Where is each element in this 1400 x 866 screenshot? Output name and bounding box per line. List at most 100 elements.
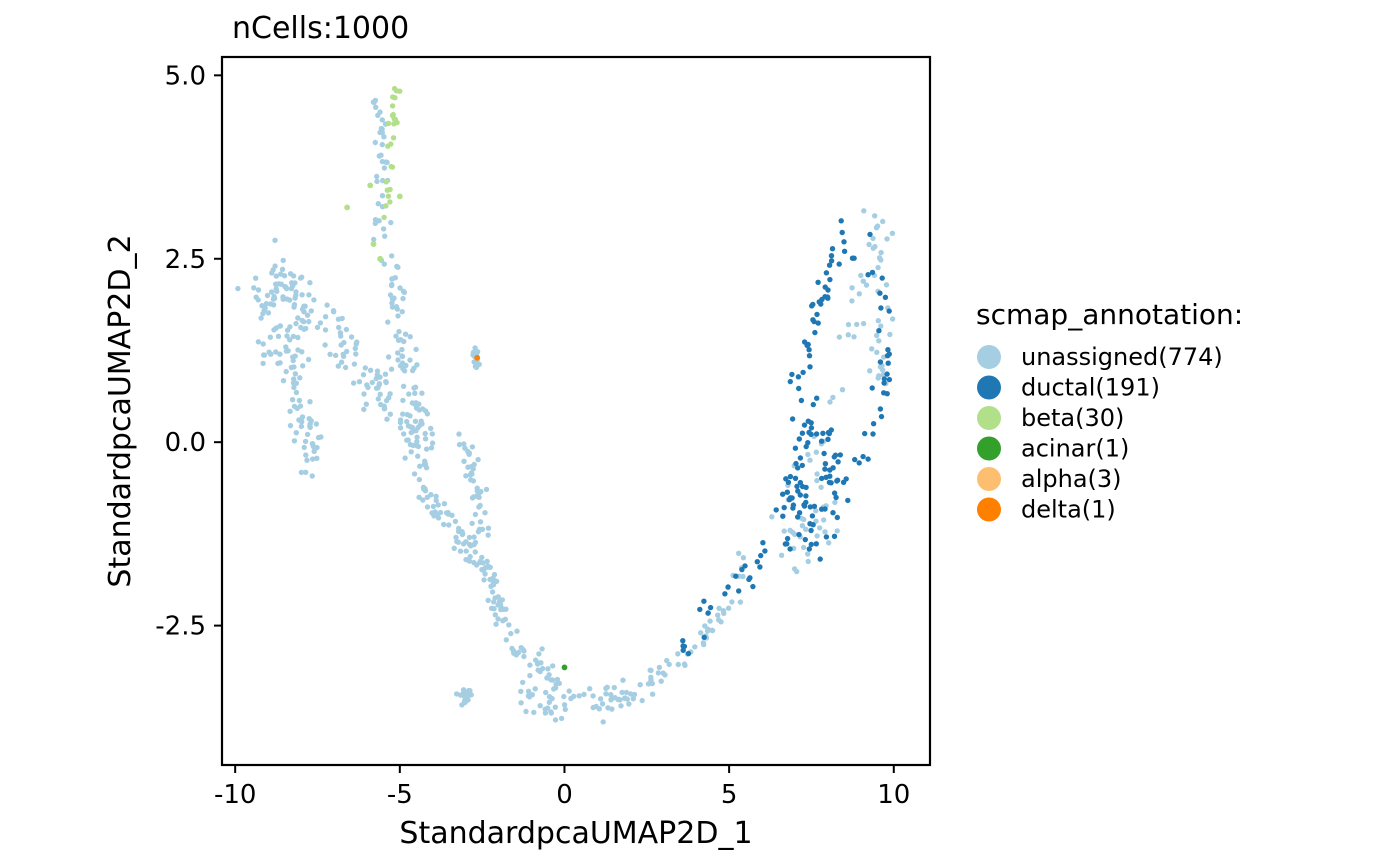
data-point <box>377 109 383 115</box>
data-point <box>428 425 434 432</box>
data-point <box>801 422 808 428</box>
data-point <box>400 397 406 404</box>
data-point <box>404 418 410 425</box>
data-point <box>388 219 394 226</box>
data-point <box>265 310 272 316</box>
data-point <box>260 341 266 347</box>
data-point <box>514 628 520 634</box>
data-point <box>867 231 873 238</box>
data-point <box>876 328 882 334</box>
data-point <box>523 708 529 715</box>
data-point <box>343 326 350 333</box>
data-point <box>845 497 851 504</box>
data-point <box>818 438 825 444</box>
data-point <box>400 295 406 302</box>
data-point <box>616 696 622 702</box>
data-point <box>463 556 469 563</box>
data-point <box>799 462 805 469</box>
data-point <box>561 702 568 708</box>
data-point <box>865 272 871 278</box>
data-point <box>754 559 760 565</box>
data-point <box>831 533 838 539</box>
data-point <box>353 351 359 357</box>
data-point <box>649 691 656 697</box>
data-point <box>701 598 707 604</box>
data-point <box>264 292 271 299</box>
data-point <box>862 430 868 437</box>
data-point <box>733 573 739 579</box>
data-point <box>396 193 403 200</box>
data-point <box>866 241 872 248</box>
data-point <box>291 438 298 444</box>
data-point <box>884 371 890 377</box>
data-point <box>796 531 802 538</box>
data-point <box>548 709 554 715</box>
data-point <box>376 381 383 387</box>
data-point <box>360 372 367 378</box>
data-point <box>590 693 596 699</box>
data-point <box>803 493 809 499</box>
data-point <box>277 351 283 357</box>
data-point <box>420 484 427 490</box>
data-point <box>795 374 802 380</box>
data-point <box>813 449 819 455</box>
data-point <box>510 648 517 654</box>
data-point <box>822 284 828 290</box>
data-point <box>740 555 747 561</box>
data-point <box>878 249 884 256</box>
legend-key <box>977 497 1001 522</box>
legend-label: delta(1) <box>1021 496 1116 524</box>
data-point <box>395 313 401 319</box>
data-point <box>807 457 813 463</box>
data-point <box>552 704 558 710</box>
plot-title: nCells:1000 <box>232 11 409 46</box>
data-point <box>313 421 320 427</box>
data-point <box>799 523 806 529</box>
data-point <box>750 583 756 590</box>
data-point <box>485 597 491 603</box>
y-tick-label: 0.0 <box>165 428 206 458</box>
data-point <box>322 342 328 348</box>
data-point <box>327 351 333 357</box>
data-point <box>381 406 388 412</box>
data-point <box>760 540 766 546</box>
data-point <box>581 691 587 698</box>
data-point <box>821 450 827 457</box>
data-point <box>874 332 880 339</box>
data-point <box>870 235 876 242</box>
data-point <box>701 634 707 640</box>
data-point <box>389 253 395 259</box>
data-point <box>626 701 632 707</box>
data-point <box>648 667 654 674</box>
data-point <box>814 533 820 539</box>
data-point <box>367 367 374 373</box>
data-point <box>877 406 884 412</box>
data-point <box>664 657 670 664</box>
data-point <box>296 417 302 423</box>
data-point <box>611 684 617 691</box>
data-point <box>518 688 524 695</box>
data-point <box>352 345 358 352</box>
data-point <box>472 549 478 555</box>
data-point <box>322 327 329 333</box>
data-point <box>280 294 286 300</box>
data-point <box>527 662 533 668</box>
legend-key <box>977 345 1001 369</box>
data-point <box>295 347 301 353</box>
data-point <box>883 282 890 288</box>
data-point <box>377 255 383 262</box>
data-point <box>793 460 799 467</box>
data-point <box>389 300 395 306</box>
data-point <box>526 694 533 700</box>
data-point <box>809 513 816 519</box>
data-point <box>377 129 383 136</box>
data-point <box>287 422 294 429</box>
data-point <box>275 333 282 339</box>
data-point <box>836 261 842 267</box>
data-point <box>527 672 533 679</box>
y-tick-label: -2.5 <box>155 612 206 642</box>
data-point <box>802 536 808 543</box>
data-point <box>376 218 382 224</box>
data-point <box>878 323 884 329</box>
data-point <box>828 258 835 264</box>
